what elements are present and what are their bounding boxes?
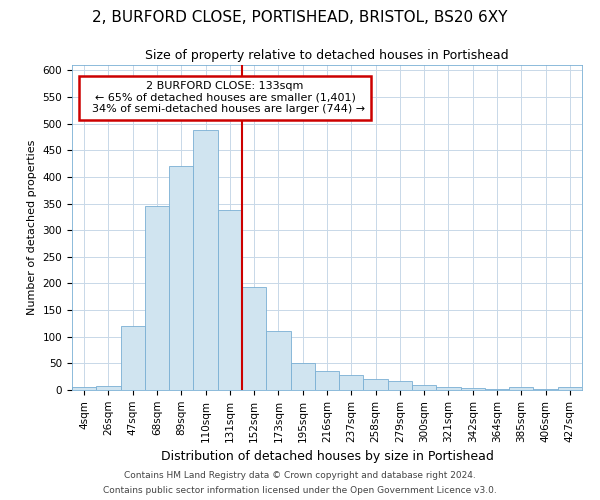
Bar <box>436 388 461 390</box>
Bar <box>145 206 169 390</box>
Text: Contains public sector information licensed under the Open Government Licence v3: Contains public sector information licen… <box>103 486 497 495</box>
Bar <box>558 388 582 390</box>
Bar <box>364 380 388 390</box>
X-axis label: Distribution of detached houses by size in Portishead: Distribution of detached houses by size … <box>161 450 493 463</box>
Bar <box>169 166 193 390</box>
Bar <box>485 389 509 390</box>
Bar <box>72 388 96 390</box>
Y-axis label: Number of detached properties: Number of detached properties <box>27 140 37 315</box>
Text: 2 BURFORD CLOSE: 133sqm  
← 65% of detached houses are smaller (1,401)
  34% of : 2 BURFORD CLOSE: 133sqm ← 65% of detache… <box>85 81 365 114</box>
Bar <box>461 388 485 390</box>
Title: Size of property relative to detached houses in Portishead: Size of property relative to detached ho… <box>145 50 509 62</box>
Bar <box>290 364 315 390</box>
Bar <box>509 388 533 390</box>
Bar <box>242 287 266 390</box>
Bar <box>121 326 145 390</box>
Bar <box>266 331 290 390</box>
Bar <box>533 389 558 390</box>
Bar <box>412 384 436 390</box>
Bar <box>315 372 339 390</box>
Bar <box>96 386 121 390</box>
Bar <box>339 375 364 390</box>
Bar <box>388 381 412 390</box>
Text: Contains HM Land Registry data © Crown copyright and database right 2024.: Contains HM Land Registry data © Crown c… <box>124 471 476 480</box>
Bar <box>193 130 218 390</box>
Bar <box>218 210 242 390</box>
Text: 2, BURFORD CLOSE, PORTISHEAD, BRISTOL, BS20 6XY: 2, BURFORD CLOSE, PORTISHEAD, BRISTOL, B… <box>92 10 508 25</box>
